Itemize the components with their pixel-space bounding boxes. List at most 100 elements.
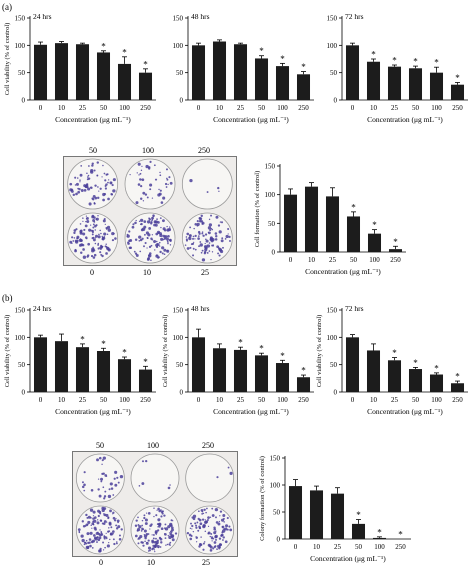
colony-spot: [85, 542, 88, 545]
colony-spot: [104, 546, 106, 549]
colony-spot: [154, 543, 158, 547]
colony-spot: [113, 542, 116, 546]
colony-spot: [203, 245, 208, 249]
colony-spot: [168, 532, 171, 534]
colony-spot: [99, 187, 102, 190]
colony-spot: [164, 527, 169, 531]
colony-spot: [81, 243, 85, 247]
y-tick-label: 150: [270, 455, 281, 463]
x-tick-label: 100: [277, 396, 288, 404]
colony-spot: [208, 218, 211, 221]
colony-spot: [169, 541, 172, 544]
colony-spot: [85, 184, 89, 188]
colony-spot: [226, 516, 229, 520]
x-axis-label: Concentration (μg mL⁻¹): [213, 115, 289, 124]
chart-b-72: 0 50 100 150 0 10 * 25 * 50 * 100 * 250 72 hrs Concentr…: [316, 304, 468, 416]
colony-spot: [142, 191, 146, 195]
colony-spot: [160, 201, 164, 204]
colony-spot: [194, 234, 197, 237]
colony-spot: [94, 528, 97, 531]
photo-b-top-label-2: 100: [147, 441, 159, 450]
colony-spot: [92, 515, 95, 517]
colony-spot: [83, 483, 86, 487]
colony-spot: [100, 253, 103, 256]
colony-spot: [78, 531, 81, 534]
time-annotation: 24 hrs: [33, 304, 52, 313]
colony-spot: [86, 237, 88, 240]
colony-spot: [98, 510, 102, 514]
bar: [346, 216, 361, 252]
colony-spot: [211, 540, 213, 542]
colony-spot: [78, 243, 82, 247]
colony-spot: [93, 216, 96, 219]
colony-spot: [81, 538, 85, 543]
colony-spot: [155, 540, 159, 545]
y-axis-label: Colony formation (% of control): [259, 456, 266, 541]
x-tick-label: 0: [39, 104, 43, 112]
significance-marker: *: [280, 54, 285, 64]
colony-spot: [85, 215, 88, 217]
colony-spot: [81, 520, 84, 523]
colony-spot: [79, 238, 82, 240]
colony-spot: [134, 534, 138, 538]
colony-spot: [158, 509, 162, 513]
colony-spot: [143, 529, 147, 533]
colony-spot: [144, 522, 148, 526]
colony-spot: [202, 234, 205, 237]
colony-spot: [228, 525, 231, 528]
x-tick-label: 10: [58, 104, 66, 112]
colony-spot: [172, 520, 174, 522]
colony-spot: [152, 544, 155, 548]
y-axis-label: Cell viability (% of control): [4, 23, 11, 96]
colony-spot: [141, 165, 143, 168]
y-tick-label: 150: [15, 307, 26, 315]
x-tick-label: 0: [197, 396, 201, 404]
colony-spot: [159, 171, 161, 174]
significance-marker: *: [80, 334, 85, 344]
colony-spot: [135, 219, 137, 222]
colony-spot: [207, 516, 210, 519]
x-tick-label: 250: [298, 104, 309, 112]
panel-label-a: (a): [2, 2, 12, 12]
colony-spot: [144, 540, 146, 543]
colony-spot: [91, 162, 94, 165]
colony-spot: [85, 539, 88, 542]
colony-spot: [206, 244, 208, 246]
colony-spot: [155, 533, 157, 536]
colony-spot: [92, 246, 94, 249]
colony-spot: [134, 524, 138, 528]
colony-spot: [208, 544, 212, 548]
colony-spot: [112, 516, 116, 520]
x-axis-label: Concentration (μg mL⁻¹): [55, 407, 131, 416]
bar: [408, 68, 423, 100]
colony-spot: [153, 549, 156, 551]
colony-spot: [105, 183, 108, 186]
colony-spot: [102, 164, 104, 167]
colony-spot: [91, 164, 94, 167]
colony-spot: [92, 238, 96, 242]
colony-spot: [96, 531, 99, 534]
colony-spot: [194, 222, 198, 226]
colony-spot: [152, 215, 155, 217]
x-tick-label: 50: [350, 256, 358, 264]
colony-spot: [209, 229, 212, 232]
colony-spot: [128, 230, 131, 233]
colony-spot: [86, 178, 89, 181]
colony-spot: [140, 222, 143, 226]
significance-marker: *: [392, 56, 397, 66]
colony-spot: [215, 215, 219, 219]
y-tick-label: 100: [173, 42, 184, 50]
colony-spot: [83, 543, 86, 546]
colony-spot: [225, 524, 229, 528]
colony-spot: [199, 522, 203, 526]
colony-spot: [166, 249, 170, 253]
colony-spot: [144, 241, 147, 245]
x-tick-label: 0: [351, 104, 355, 112]
colony-spot: [146, 247, 148, 249]
colony-spot: [85, 545, 89, 549]
colony-spot: [224, 237, 227, 240]
colony-spot: [138, 174, 140, 176]
colony-spot: [75, 192, 78, 196]
colony-spot: [77, 190, 81, 194]
colony-spot: [137, 162, 141, 166]
